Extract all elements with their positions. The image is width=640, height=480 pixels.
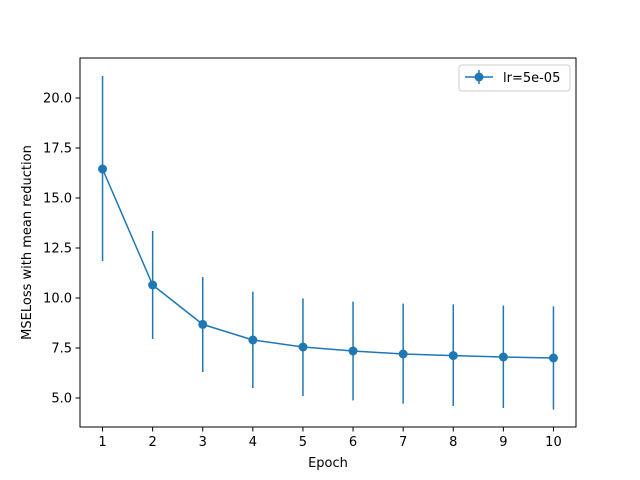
x-tick-label: 2	[149, 435, 157, 450]
x-axis-label: Epoch	[308, 456, 348, 471]
y-tick-label: 20.0	[43, 92, 72, 107]
y-tick-label: 5.0	[51, 392, 72, 407]
x-tick-label: 10	[545, 435, 562, 450]
x-tick-label: 7	[399, 435, 407, 450]
legend-entry-label: lr=5e-05	[503, 71, 560, 86]
data-point	[98, 164, 108, 174]
x-tick-label: 8	[449, 435, 457, 450]
y-axis-label: MSELoss with mean reduction	[20, 145, 35, 340]
y-tick-label: 17.5	[43, 142, 72, 157]
x-tick-label: 9	[499, 435, 507, 450]
x-axis: 1 2 3 4 5 6 7 8 9 10	[98, 427, 562, 450]
y-tick-label: 12.5	[43, 242, 72, 257]
plot-area	[98, 76, 558, 410]
legend: lr=5e-05	[458, 64, 571, 92]
legend-box	[458, 64, 571, 92]
y-tick-label: 7.5	[51, 342, 72, 357]
x-tick-label: 4	[249, 435, 257, 450]
x-tick-label: 5	[299, 435, 307, 450]
x-tick-label: 6	[349, 435, 357, 450]
data-point	[498, 352, 508, 362]
data-point	[348, 346, 358, 356]
y-tick-label: 10.0	[43, 292, 72, 307]
legend-marker-swatch	[474, 72, 484, 82]
x-tick-label: 1	[98, 435, 106, 450]
plot-frame	[79, 57, 577, 428]
data-point	[448, 351, 458, 361]
data-point	[398, 349, 408, 359]
data-point	[298, 342, 308, 352]
data-point	[248, 335, 258, 345]
data-point	[548, 353, 558, 363]
series-line	[101, 168, 554, 359]
y-axis: 5.0 7.5 10.0 12.5 15.0 17.5 20.0	[43, 92, 80, 407]
x-tick-label: 3	[199, 435, 207, 450]
y-tick-label: 15.0	[43, 192, 72, 207]
data-point	[198, 319, 208, 329]
data-point	[148, 280, 158, 290]
